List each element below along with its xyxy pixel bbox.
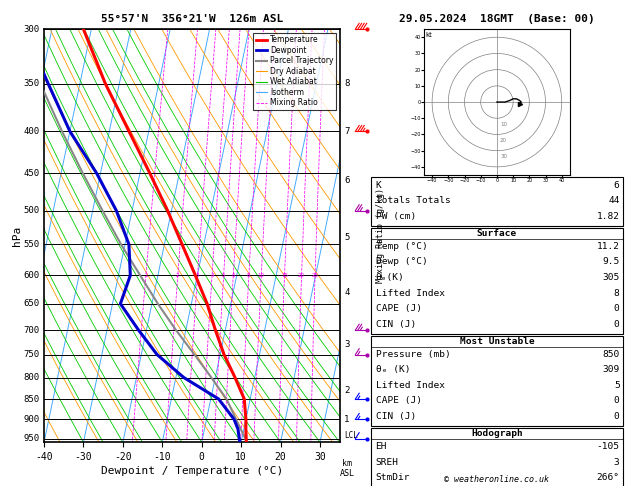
Text: 8: 8	[344, 79, 350, 88]
Text: 55°57'N  356°21'W  126m ASL: 55°57'N 356°21'W 126m ASL	[101, 14, 283, 24]
Text: Lifted Index: Lifted Index	[376, 289, 445, 297]
Text: 7: 7	[344, 127, 350, 136]
Text: © weatheronline.co.uk: © weatheronline.co.uk	[445, 474, 549, 484]
Text: 4: 4	[210, 273, 214, 278]
Text: 3: 3	[344, 341, 350, 349]
Text: 3: 3	[196, 273, 199, 278]
Text: 11.2: 11.2	[596, 242, 620, 251]
Text: 1: 1	[144, 273, 148, 278]
Text: Most Unstable: Most Unstable	[460, 337, 534, 346]
Text: kt: kt	[426, 33, 433, 38]
Text: -105: -105	[596, 442, 620, 451]
Text: PW (cm): PW (cm)	[376, 212, 416, 221]
Text: 6: 6	[231, 273, 235, 278]
Text: 9.5: 9.5	[603, 258, 620, 266]
Text: 3: 3	[614, 458, 620, 467]
Text: 1: 1	[344, 415, 350, 424]
Text: Pressure (mb): Pressure (mb)	[376, 350, 450, 359]
Text: θₑ(K): θₑ(K)	[376, 273, 404, 282]
Text: 30: 30	[500, 154, 507, 159]
Text: 5: 5	[222, 273, 225, 278]
Text: 5: 5	[344, 233, 350, 243]
Text: 305: 305	[603, 273, 620, 282]
Text: 1.82: 1.82	[596, 212, 620, 221]
Text: LCL: LCL	[344, 431, 358, 440]
Text: 700: 700	[23, 326, 40, 334]
Text: 266°: 266°	[596, 473, 620, 482]
Text: EH: EH	[376, 442, 387, 451]
Text: 6: 6	[614, 181, 620, 190]
Text: 400: 400	[23, 127, 40, 136]
Text: 8: 8	[614, 289, 620, 297]
X-axis label: Dewpoint / Temperature (°C): Dewpoint / Temperature (°C)	[101, 466, 283, 476]
Text: 850: 850	[603, 350, 620, 359]
Text: CIN (J): CIN (J)	[376, 320, 416, 329]
Text: 10: 10	[258, 273, 265, 278]
Text: 0: 0	[614, 397, 620, 405]
Text: 8: 8	[247, 273, 250, 278]
Text: 900: 900	[23, 415, 40, 424]
Text: CAPE (J): CAPE (J)	[376, 304, 421, 313]
Text: 550: 550	[23, 240, 40, 249]
Text: 6: 6	[344, 176, 350, 186]
Text: 950: 950	[23, 434, 40, 443]
Text: 0: 0	[614, 412, 620, 421]
Text: 350: 350	[23, 79, 40, 88]
Text: Temp (°C): Temp (°C)	[376, 242, 427, 251]
Text: SREH: SREH	[376, 458, 399, 467]
Text: 300: 300	[23, 25, 40, 34]
Text: 44: 44	[608, 196, 620, 205]
Text: 500: 500	[23, 206, 40, 215]
Text: CAPE (J): CAPE (J)	[376, 397, 421, 405]
Text: Totals Totals: Totals Totals	[376, 196, 450, 205]
Text: 2: 2	[344, 386, 350, 395]
Text: θₑ (K): θₑ (K)	[376, 365, 410, 374]
Text: 450: 450	[23, 169, 40, 178]
Text: 4: 4	[344, 288, 350, 297]
Text: 0: 0	[614, 320, 620, 329]
Text: Mixing Ratio (g/kg): Mixing Ratio (g/kg)	[376, 188, 385, 283]
Text: 5: 5	[614, 381, 620, 390]
Text: hPa: hPa	[13, 226, 23, 246]
Text: 600: 600	[23, 271, 40, 280]
Text: Surface: Surface	[477, 229, 517, 238]
Text: Lifted Index: Lifted Index	[376, 381, 445, 390]
Text: 15: 15	[281, 273, 288, 278]
Text: 650: 650	[23, 299, 40, 308]
Text: 10: 10	[500, 122, 507, 126]
Text: K: K	[376, 181, 381, 190]
Text: 0: 0	[614, 304, 620, 313]
Text: 25: 25	[311, 273, 318, 278]
Text: 2: 2	[176, 273, 179, 278]
Text: StmDir: StmDir	[376, 473, 410, 482]
Text: 20: 20	[500, 138, 507, 143]
Text: 750: 750	[23, 350, 40, 359]
Text: 800: 800	[23, 373, 40, 382]
Text: Hodograph: Hodograph	[471, 429, 523, 438]
Text: km
ASL: km ASL	[340, 459, 355, 478]
Text: 20: 20	[298, 273, 305, 278]
Text: 29.05.2024  18GMT  (Base: 00): 29.05.2024 18GMT (Base: 00)	[399, 14, 595, 24]
Text: 850: 850	[23, 395, 40, 403]
Text: CIN (J): CIN (J)	[376, 412, 416, 421]
Legend: Temperature, Dewpoint, Parcel Trajectory, Dry Adiabat, Wet Adiabat, Isotherm, Mi: Temperature, Dewpoint, Parcel Trajectory…	[253, 33, 336, 110]
Text: 309: 309	[603, 365, 620, 374]
Text: Dewp (°C): Dewp (°C)	[376, 258, 427, 266]
